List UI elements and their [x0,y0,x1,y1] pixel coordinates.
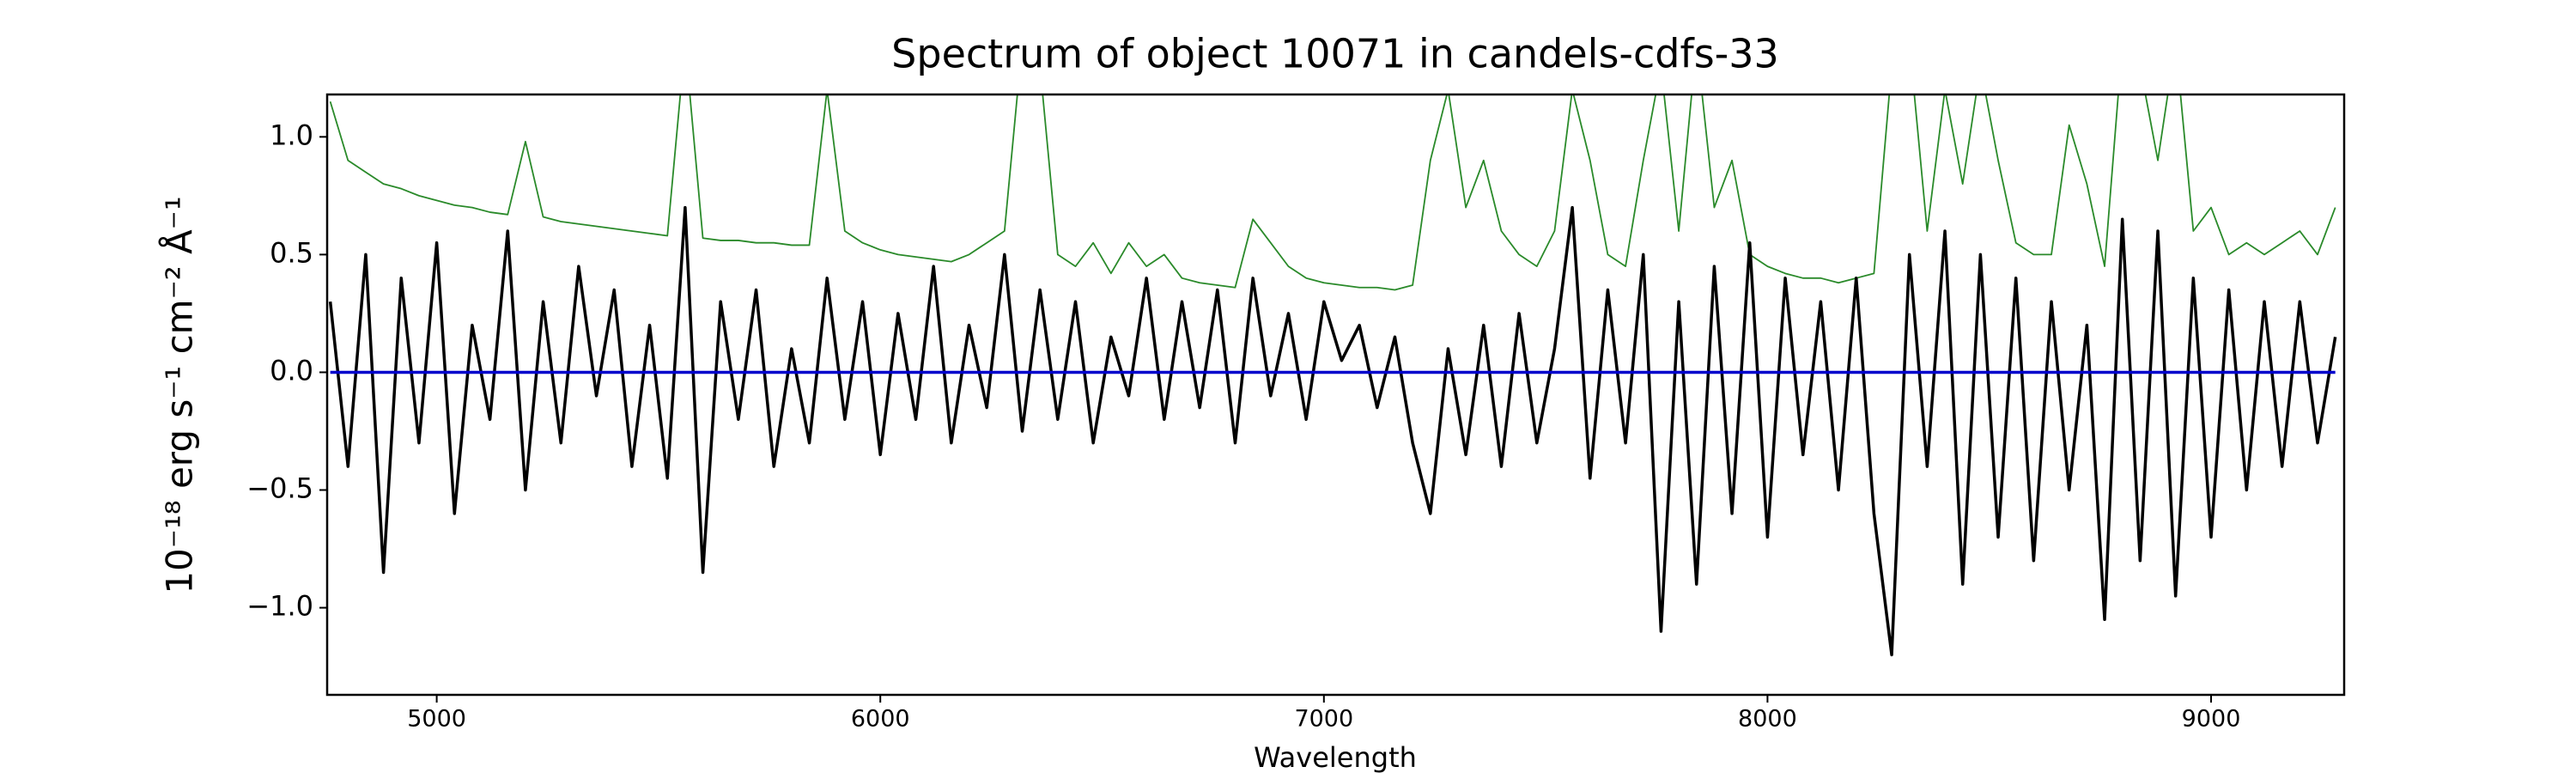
x-tick-label: 7000 [1294,706,1353,733]
axes-frame [325,93,2346,697]
y-tick-label: −1.0 [246,590,313,623]
x-tick-label: 8000 [1738,706,1797,733]
x-tick-label: 5000 [407,706,466,733]
plot-area [328,94,2337,657]
x-tick-label: 6000 [851,706,910,733]
y-axis-label: 10⁻¹⁸ erg s⁻¹ cm⁻² Å⁻¹ [158,196,201,593]
y-tick-label: 0.0 [270,354,313,386]
spectrum-line [329,94,2336,291]
y-tick-label: 0.5 [270,236,313,269]
y-tick-label: 1.0 [270,119,313,151]
x-axis-label: Wavelength [1254,741,1417,773]
spectrum-line [328,205,2337,657]
x-tick-label: 9000 [2182,706,2241,733]
chart-title: Spectrum of object 10071 in candels-cdfs… [891,31,1779,77]
y-tick-label: −0.5 [246,472,313,505]
